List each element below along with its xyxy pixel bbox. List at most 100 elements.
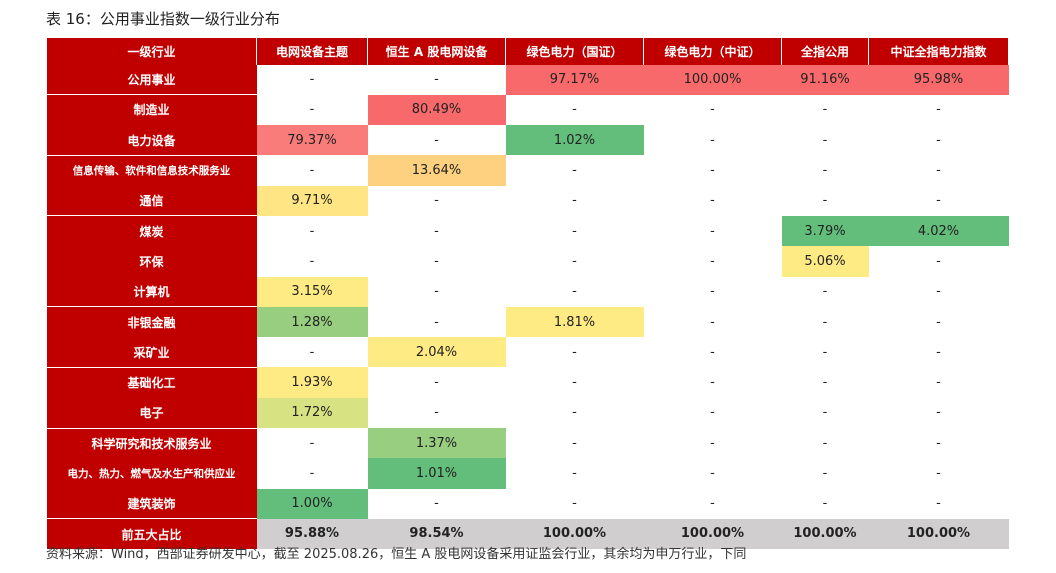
table-cell: -	[643, 488, 782, 519]
table-cell: -	[868, 367, 1009, 398]
table-cell: -	[505, 367, 644, 398]
summary-cell: 100.00%	[505, 518, 644, 549]
table-row: 环保 - - - -5.06% -	[46, 246, 1009, 278]
table-cell: -	[505, 458, 644, 489]
table-cell: -	[868, 155, 1009, 186]
table-cell: -	[256, 337, 368, 368]
table-cell: 1.28%	[256, 306, 368, 338]
summary-cell: 95.88%	[256, 518, 368, 549]
table-cell: 1.01%	[367, 458, 506, 489]
table-cell: -	[505, 246, 644, 277]
industry-distribution-table: 一级行业 电网设备主题 恒生 A 股电网设备 绿色电力（国证） 绿色电力（中证）…	[46, 38, 1009, 549]
table-cell: 1.72%	[256, 397, 368, 429]
table-cell: -	[256, 428, 368, 459]
column-header: 中证全指电力指数	[868, 38, 1009, 65]
table-cell: -	[643, 94, 782, 126]
row-header: 公用事业	[46, 65, 257, 96]
table-cell: -	[781, 367, 869, 398]
table-cell: -	[643, 428, 782, 459]
table-cell: 5.06%	[781, 246, 869, 277]
table-cell: -	[781, 185, 869, 216]
column-header: 恒生 A 股电网设备	[367, 38, 506, 65]
table-row: 煤炭 - - - -3.79% 4.02%	[46, 215, 1009, 247]
row-header: 信息传输、软件和信息技术服务业	[46, 155, 257, 187]
table-cell: -	[256, 65, 368, 95]
table-title: 表 16：公用事业指数一级行业分布	[46, 10, 280, 28]
table-cell: 3.79%	[781, 215, 869, 247]
table-cell: 95.98%	[868, 65, 1009, 95]
table-cell: -	[643, 367, 782, 398]
column-header: 绿色电力（国证）	[505, 38, 644, 65]
table-cell: -	[505, 276, 644, 307]
table-cell: -	[367, 65, 506, 95]
table-row: 电力设备 79.37% -1.02% - - -	[46, 125, 1009, 156]
row-header: 电力设备	[46, 125, 257, 156]
table-cell: -	[868, 397, 1009, 429]
column-header: 全指公用	[781, 38, 869, 65]
table-cell: -	[367, 367, 506, 398]
table-cell: -	[256, 94, 368, 126]
table-cell: -	[367, 306, 506, 338]
table-cell: -	[367, 125, 506, 156]
table-row: 制造业 -80.49% - - - -	[46, 94, 1009, 126]
table-cell: -	[781, 488, 869, 519]
table-cell: -	[868, 246, 1009, 277]
table-cell: -	[781, 306, 869, 338]
table-cell: -	[643, 155, 782, 186]
header-row: 一级行业 电网设备主题 恒生 A 股电网设备 绿色电力（国证） 绿色电力（中证）…	[46, 38, 1009, 65]
table-cell: -	[505, 185, 644, 216]
row-header: 建筑装饰	[46, 488, 257, 520]
summary-cell: 100.00%	[868, 518, 1009, 549]
column-header: 绿色电力（中证）	[643, 38, 782, 65]
table-cell: 1.00%	[256, 488, 368, 519]
table-cell: -	[367, 488, 506, 519]
table-cell: -	[256, 246, 368, 277]
table-cell: -	[256, 215, 368, 247]
table-cell: -	[505, 488, 644, 519]
table-cell: -	[868, 125, 1009, 156]
table-cell: -	[643, 458, 782, 489]
table-cell: 1.81%	[505, 306, 644, 338]
table-row: 非银金融 1.28% -1.81% - - -	[46, 306, 1009, 338]
table-cell: -	[781, 125, 869, 156]
table-cell: -	[256, 458, 368, 489]
table-row: 信息传输、软件和信息技术服务业 -13.64% - - - -	[46, 155, 1009, 187]
table-cell: -	[643, 306, 782, 338]
table-cell: -	[367, 397, 506, 429]
row-header: 环保	[46, 246, 257, 278]
table-cell: 1.37%	[367, 428, 506, 459]
table-cell: -	[781, 337, 869, 368]
table-cell: -	[505, 337, 644, 368]
table-cell: -	[505, 428, 644, 459]
table-cell: 2.04%	[367, 337, 506, 368]
table-row: 科学研究和技术服务业 -1.37% - - - -	[46, 428, 1009, 459]
source-note: 资料来源：Wind，西部证券研发中心，截至 2025.08.26，恒生 A 股电…	[46, 547, 747, 562]
table-row: 公用事业 - -97.17% 100.00% 91.16% 95.98%	[46, 65, 1009, 96]
table-cell: -	[781, 428, 869, 459]
table-cell: -	[868, 428, 1009, 459]
table-row: 基础化工 1.93% - - - - -	[46, 367, 1009, 399]
table-row: 计算机 3.15% - - - - -	[46, 276, 1009, 308]
table-cell: -	[643, 125, 782, 156]
table-cell: -	[781, 94, 869, 126]
row-header: 前五大占比	[46, 518, 257, 549]
row-header: 电子	[46, 397, 257, 429]
table-cell: 1.02%	[505, 125, 644, 156]
table-cell: -	[781, 276, 869, 307]
table-cell: -	[868, 337, 1009, 368]
table-cell: -	[781, 458, 869, 489]
summary-cell: 98.54%	[367, 518, 506, 549]
table-cell: -	[367, 276, 506, 307]
column-header: 电网设备主题	[256, 38, 368, 65]
table-row: 通信 9.71% - - - - -	[46, 185, 1009, 217]
summary-cell: 100.00%	[643, 518, 782, 549]
table-cell: -	[505, 215, 644, 247]
table-cell: -	[643, 215, 782, 247]
table-cell: -	[256, 155, 368, 186]
table-cell: 3.15%	[256, 276, 368, 307]
table-cell: -	[868, 94, 1009, 126]
column-header: 一级行业	[46, 38, 257, 65]
table-cell: -	[643, 246, 782, 277]
table-cell: -	[367, 185, 506, 216]
table-cell: -	[367, 246, 506, 277]
